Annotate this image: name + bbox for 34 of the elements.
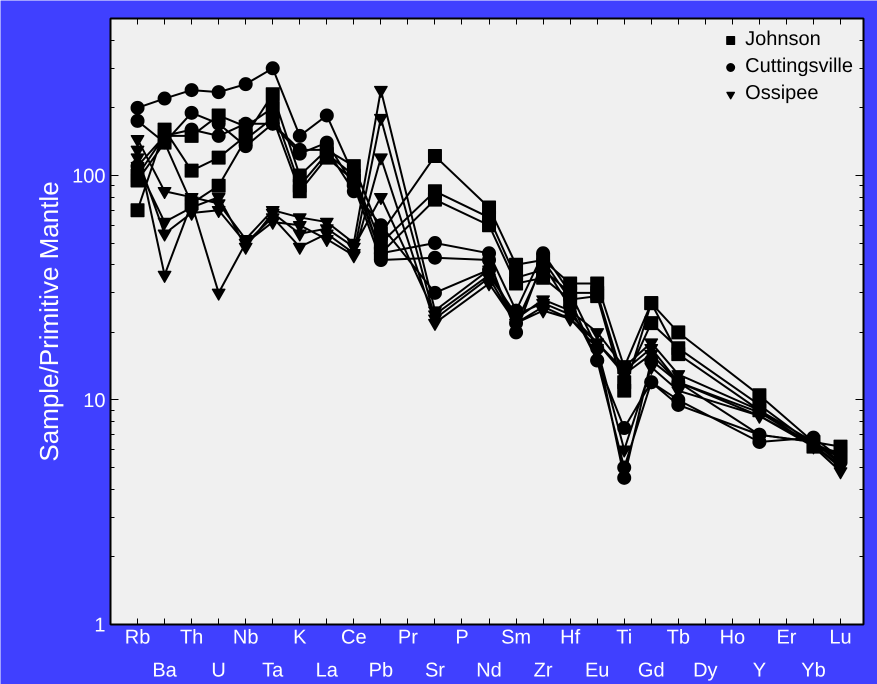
x-tick-label: Pr <box>398 626 418 648</box>
x-tick-label: Er <box>776 626 797 648</box>
x-tick-label: Sm <box>501 626 532 648</box>
y-tick-label: 1 <box>94 614 106 636</box>
x-tick-label: K <box>293 626 308 648</box>
x-tick-label: Eu <box>584 660 610 682</box>
x-tick-label: Ce <box>341 626 367 648</box>
y-tick-label: 100 <box>72 165 106 188</box>
x-tick-label: Tb <box>666 626 690 648</box>
x-tick-label: Lu <box>829 626 852 648</box>
y-axis-title: Sample/Primitive Mantle <box>34 181 64 462</box>
x-tick-label: Dy <box>693 660 718 682</box>
x-tick-label: Pb <box>368 660 394 682</box>
x-tick-label: Th <box>180 626 204 648</box>
x-tick-label: Ta <box>262 660 284 682</box>
x-tick-label: Ti <box>616 626 632 648</box>
legend-label: Cuttingsville <box>745 55 853 78</box>
x-tick-label: Zr <box>534 660 553 682</box>
x-tick-label: P <box>455 626 469 648</box>
x-tick-label: U <box>211 660 226 682</box>
x-tick-label: Ho <box>720 626 746 648</box>
legend-label: Johnson <box>745 28 821 51</box>
x-tick-label: Nd <box>476 660 502 682</box>
x-tick-label: Sr <box>424 660 446 682</box>
x-tick-label: Nb <box>232 626 258 648</box>
x-tick-label: Y <box>752 660 766 682</box>
x-tick-label: Hf <box>560 626 581 648</box>
x-tick-label: La <box>316 660 339 682</box>
x-tick-label: Yb <box>801 660 826 682</box>
legend-label: Ossipee <box>745 82 819 105</box>
x-tick-label: Rb <box>124 626 150 648</box>
y-tick-label: 10 <box>83 390 106 412</box>
x-tick-label: Gd <box>638 660 665 682</box>
x-tick-label: Ba <box>152 660 178 682</box>
